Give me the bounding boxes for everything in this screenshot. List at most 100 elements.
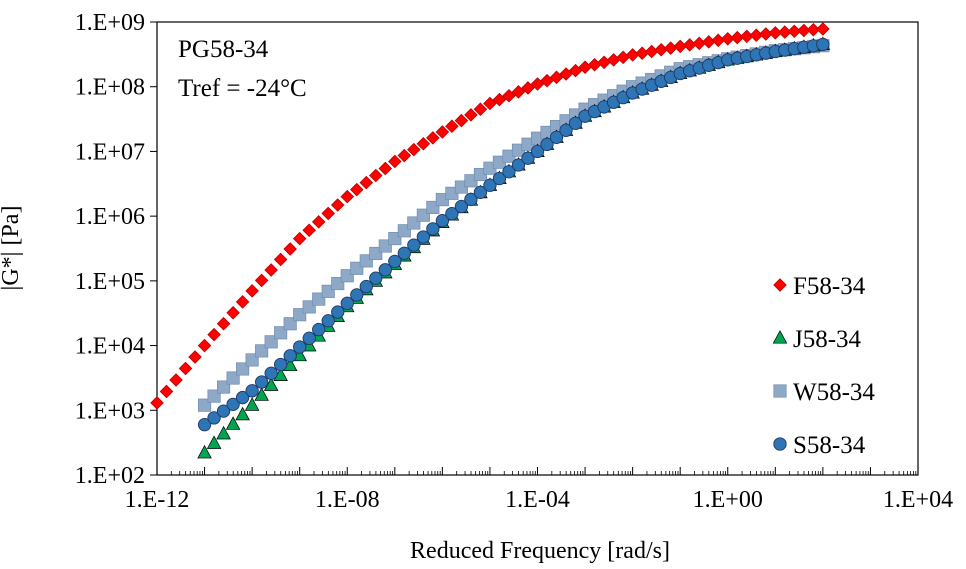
x-tick-label: 1.E+04	[883, 487, 953, 513]
data-point	[635, 46, 649, 60]
data-point	[464, 192, 478, 207]
data-point	[302, 331, 316, 345]
data-point	[435, 125, 450, 139]
data-point	[264, 366, 278, 380]
legend-marker	[773, 384, 787, 398]
data-point	[388, 254, 402, 269]
series-S58-34	[197, 37, 830, 432]
data-point	[226, 397, 240, 411]
data-point	[207, 327, 221, 342]
data-point	[302, 223, 316, 237]
y-tick-label: 1.E+05	[75, 269, 145, 295]
data-point	[511, 85, 526, 99]
y-tick-label: 1.E+08	[75, 75, 145, 101]
data-point	[340, 296, 354, 310]
y-tick-label: 1.E+09	[75, 10, 145, 36]
data-point	[388, 154, 402, 169]
x-tick-label: 1.E+00	[693, 487, 763, 513]
legend-marker	[773, 278, 787, 292]
x-axis-title: Reduced Frequency [rad/s]	[410, 538, 670, 564]
data-point	[407, 142, 421, 157]
data-point	[378, 263, 392, 277]
data-point	[350, 288, 364, 302]
data-point	[521, 81, 535, 95]
legend-marker	[773, 437, 787, 451]
legend-label: W58-34	[793, 379, 875, 406]
data-point	[540, 137, 554, 152]
y-major-ticks	[150, 21, 157, 476]
data-point	[521, 151, 535, 165]
data-point	[169, 373, 183, 387]
data-point	[207, 411, 221, 425]
data-point	[464, 108, 478, 122]
data-point	[312, 322, 326, 337]
data-point	[397, 148, 412, 163]
data-point	[663, 41, 678, 55]
data-point	[235, 295, 250, 309]
legend-label: J58-34	[793, 326, 862, 353]
data-point	[502, 165, 516, 179]
legend-marker	[772, 330, 788, 344]
data-point	[321, 206, 335, 221]
data-point	[331, 305, 345, 319]
data-point	[216, 425, 231, 440]
data-point	[416, 136, 431, 151]
data-point	[178, 361, 193, 376]
data-point	[254, 375, 269, 389]
data-point	[369, 168, 383, 183]
data-point	[426, 222, 440, 236]
data-point	[273, 252, 288, 267]
data-point	[264, 263, 278, 277]
data-point	[245, 284, 259, 298]
y-tick-label: 1.E+03	[75, 398, 145, 424]
data-point	[188, 350, 202, 364]
data-point	[292, 231, 307, 246]
data-point	[206, 435, 222, 449]
x-tick-label: 1.E-04	[505, 487, 570, 513]
data-point	[454, 199, 469, 214]
data-point	[330, 198, 345, 212]
x-tick-label: 1.E-12	[125, 487, 190, 513]
data-point	[606, 53, 621, 67]
annotation-tref: Tref = -24°C	[178, 75, 307, 102]
data-point	[340, 189, 355, 204]
data-point	[416, 230, 430, 244]
y-tick-label: 1.E+06	[75, 204, 145, 230]
plot-area: 1.E-12 1.E-08 1.E-04 1.E+00 1.E+04 1.E+021.E…	[75, 10, 953, 513]
data-point	[597, 55, 611, 70]
data-point	[349, 182, 364, 197]
data-point	[483, 178, 497, 192]
data-point	[445, 119, 459, 134]
data-point	[549, 130, 564, 144]
data-point	[559, 123, 573, 137]
x-tick-labels: 1.E-12 1.E-08 1.E-04 1.E+00 1.E+04	[125, 487, 953, 513]
data-point	[644, 44, 659, 59]
y-tick-label: 1.E+04	[75, 334, 145, 360]
data-point	[483, 96, 497, 111]
data-point	[587, 58, 602, 72]
data-point	[816, 22, 830, 36]
data-point	[274, 357, 288, 372]
data-point	[568, 116, 583, 130]
data-point	[435, 214, 450, 228]
data-point	[492, 171, 507, 186]
data-point	[359, 175, 374, 190]
data-point	[454, 113, 469, 128]
data-point	[426, 131, 440, 145]
data-point	[216, 404, 231, 418]
data-point	[197, 338, 212, 353]
data-point	[530, 144, 545, 159]
data-point	[359, 279, 373, 294]
data-point	[511, 158, 526, 172]
data-point	[226, 305, 240, 320]
annotation-grade: PG58-34	[178, 36, 269, 63]
y-tick-labels: 1.E+02 1.E+03 1.E+04 1.E+05 1.E+06 1.E+07 1.E+…	[75, 10, 145, 489]
data-point	[197, 417, 212, 432]
data-point	[283, 349, 297, 363]
data-point	[625, 48, 640, 62]
y-axis-title: |G*| [Pa]	[0, 206, 24, 291]
y-tick-label: 1.E+07	[75, 139, 145, 165]
data-point	[254, 387, 269, 401]
x-major-ticks	[156, 467, 919, 475]
